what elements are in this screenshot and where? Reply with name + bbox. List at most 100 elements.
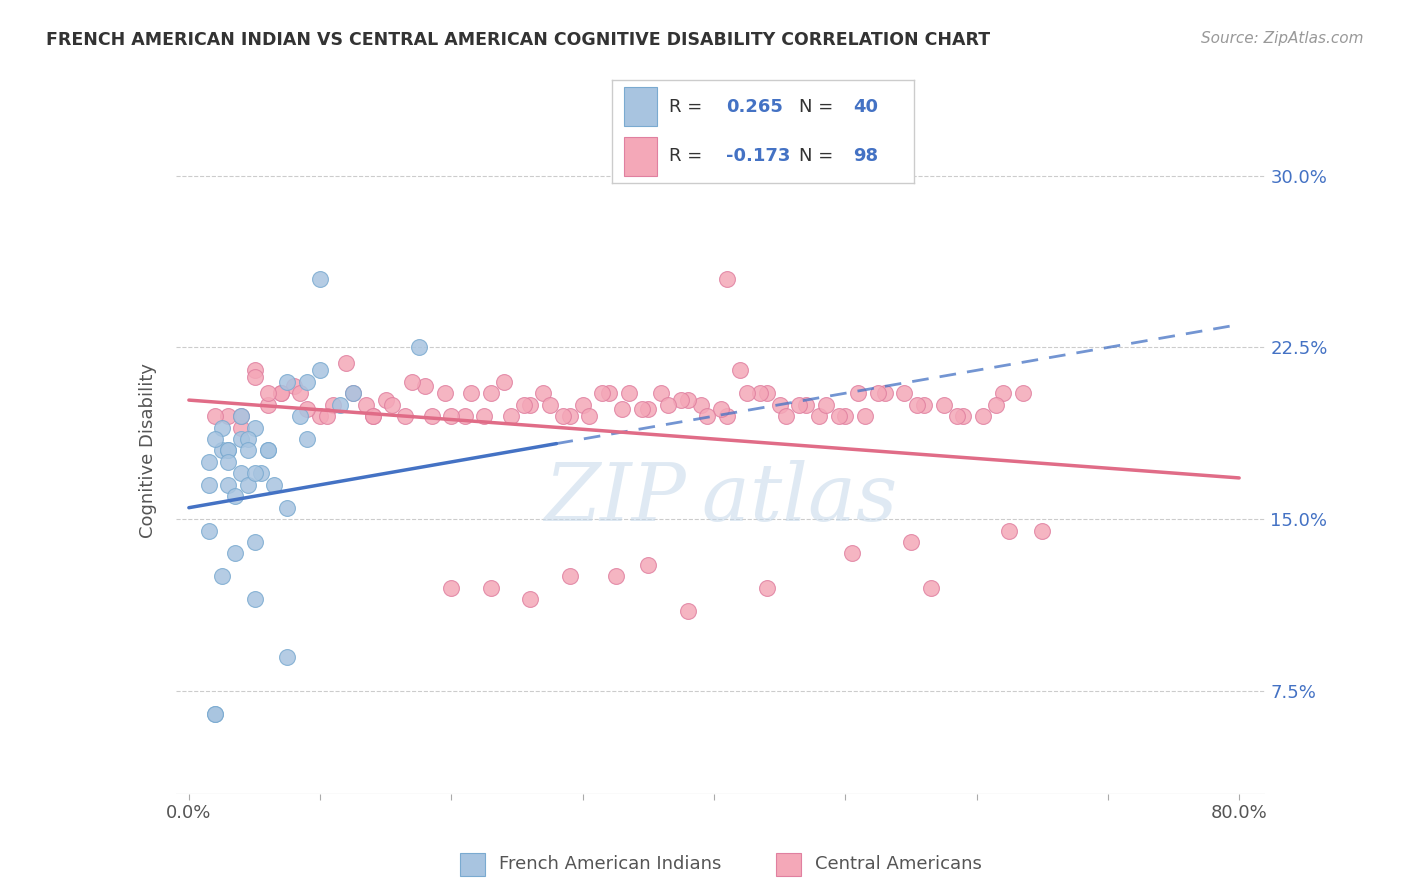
Point [315,409,337,424]
Point [211,443,233,458]
Point [217,478,239,492]
Point [295,375,318,389]
Point [236,443,259,458]
Point [290,386,312,401]
Text: N =: N = [799,147,839,165]
Point [243,592,266,607]
Point [630,402,652,417]
Point [204,432,226,446]
Point [374,393,396,408]
Point [243,370,266,384]
Point [676,604,699,618]
Point [290,409,312,424]
Point [453,409,475,424]
Point [197,478,219,492]
Point [716,409,738,424]
Point [394,409,416,424]
Point [211,569,233,583]
Point [578,409,600,424]
Point [531,386,554,401]
Text: R =: R = [669,147,709,165]
Point [361,409,384,424]
Point [769,398,792,412]
Point [946,409,969,424]
Point [295,402,318,417]
Point [591,386,613,401]
Point [381,398,404,412]
Point [952,409,974,424]
Text: -0.173: -0.173 [727,147,790,165]
Point [433,386,456,401]
Point [472,409,495,424]
Point [853,409,876,424]
Point [256,443,278,458]
Point [231,467,253,481]
Point [689,398,711,412]
Text: Source: ZipAtlas.com: Source: ZipAtlas.com [1201,31,1364,46]
Point [735,386,758,401]
Point [335,356,357,370]
Point [231,420,253,434]
Point [217,443,239,458]
Point [598,386,620,401]
Point [696,409,718,424]
Point [342,386,364,401]
Point [217,409,239,424]
Point [276,500,298,515]
Point [243,467,266,481]
Point [270,386,292,401]
Point [440,581,463,595]
Point [243,535,266,549]
Point [907,398,929,412]
Text: 40: 40 [853,98,879,117]
Point [420,409,443,424]
Point [295,432,318,446]
Point [309,363,332,377]
Point [256,386,278,401]
Point [499,409,522,424]
Point [519,592,541,607]
Point [197,524,219,538]
Point [900,535,922,549]
Point [730,363,752,377]
Point [512,398,534,412]
Point [828,409,851,424]
Point [650,386,672,401]
Point [256,443,278,458]
Point [637,558,659,572]
Point [841,546,863,561]
Point [217,443,239,458]
Point [354,398,377,412]
Text: Central Americans: Central Americans [815,855,983,873]
Point [197,455,219,469]
Point [617,386,640,401]
Point [669,393,692,408]
Point [972,409,994,424]
Point [224,489,246,503]
Point [204,706,226,721]
Point [808,409,831,424]
Point [716,271,738,285]
Point [932,398,955,412]
Point [361,409,384,424]
Point [657,398,679,412]
Point [873,386,896,401]
Text: 98: 98 [853,147,879,165]
Point [204,706,226,721]
Point [479,581,502,595]
Point [868,386,890,401]
Point [789,398,811,412]
Point [460,386,482,401]
Point [920,581,942,595]
Point [283,379,305,393]
Point [551,409,574,424]
Point [519,398,541,412]
Point [1011,386,1033,401]
Point [276,649,298,664]
Point [991,386,1014,401]
Point [309,409,332,424]
Point [848,386,870,401]
Point [710,402,733,417]
Point [755,581,778,595]
Point [794,157,817,171]
